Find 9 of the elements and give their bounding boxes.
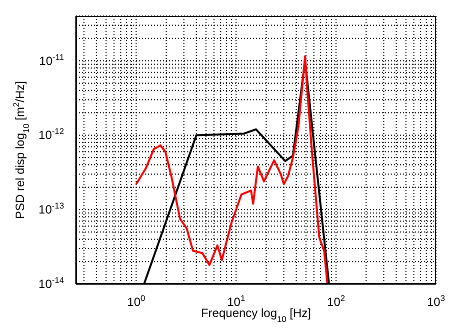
y-tick-label: 10$^{-13}$ <box>38 200 64 217</box>
y-tick-label: 10$^{-14}$ <box>38 275 64 291</box>
x-tick-label: 10$^{2}$ <box>327 293 346 309</box>
y-tick-label: 10$^{-11}$ <box>39 52 64 68</box>
x-tick-label: 10$^{0}$ <box>127 293 146 309</box>
x-axis-title: Frequency log$_{10}$ [Hz] <box>200 306 312 324</box>
x-tick-label: 10$^{3}$ <box>426 293 446 309</box>
y-tick-label: 10$^{-12}$ <box>38 126 64 142</box>
x-tick-label: 10$^{1}$ <box>227 293 246 309</box>
